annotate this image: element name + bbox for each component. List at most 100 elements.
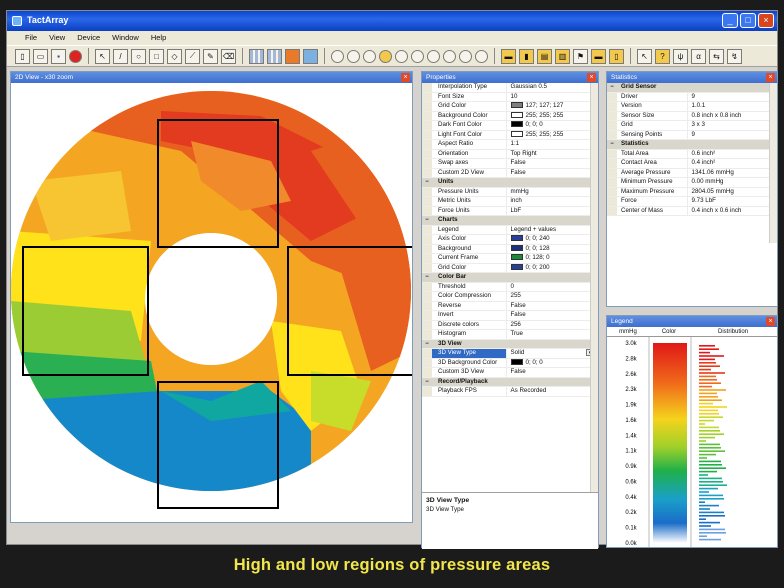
layout-6-icon[interactable]: ▯: [609, 48, 624, 64]
settings-icon[interactable]: ↯: [727, 48, 742, 64]
collapse-icon[interactable]: −: [422, 177, 432, 188]
layout-3-icon[interactable]: ▤: [537, 48, 552, 64]
statistic-value[interactable]: 0.8 inch x 0.8 inch: [687, 111, 777, 121]
property-row[interactable]: Background 0; 0; 128: [422, 244, 598, 254]
statistic-row[interactable]: Version 1.0.1: [607, 101, 777, 112]
property-value[interactable]: 0; 128; 0: [506, 253, 598, 264]
statistic-value[interactable]: 0.00 mmHg: [687, 177, 777, 188]
statistics-grid[interactable]: − Grid Sensor Driver 9 Version 1.0.1 Sensor Si…: [607, 83, 777, 216]
property-row[interactable]: Grid Color 0; 0; 200: [422, 263, 598, 273]
property-row[interactable]: Pressure Units mmHg: [422, 187, 598, 197]
statistic-value[interactable]: 9: [687, 92, 777, 102]
statistic-row[interactable]: Contact Area 0.4 inch²: [607, 158, 777, 169]
statistic-row[interactable]: Total Area 0.6 inch²: [607, 149, 777, 159]
pen-icon[interactable]: /: [113, 48, 128, 64]
interp-8-icon[interactable]: [443, 49, 456, 63]
property-value[interactable]: False: [506, 301, 598, 311]
property-value[interactable]: 0; 0; 200: [506, 263, 598, 273]
statistic-row[interactable]: Driver 9: [607, 92, 777, 102]
property-value[interactable]: False: [506, 367, 598, 378]
collapse-icon[interactable]: −: [422, 272, 432, 283]
property-value[interactable]: Solid▾: [506, 348, 598, 359]
property-value[interactable]: Legend + values: [506, 225, 598, 235]
statistic-row[interactable]: Grid 3 x 3: [607, 120, 777, 131]
statistics-scrollbar[interactable]: [769, 83, 777, 243]
property-row[interactable]: Swap axes False: [422, 158, 598, 169]
statistic-row[interactable]: Average Pressure 1341.06 mmHg: [607, 168, 777, 178]
property-value[interactable]: Gaussian 0.5: [506, 83, 598, 93]
interp-6-icon[interactable]: [411, 49, 424, 63]
property-row[interactable]: Orientation Top Right: [422, 149, 598, 159]
close-icon[interactable]: ×: [401, 73, 410, 82]
property-row[interactable]: Font Size 10: [422, 92, 598, 102]
layout-1-icon[interactable]: ▬: [501, 48, 516, 64]
property-row[interactable]: Current Frame 0; 128; 0: [422, 253, 598, 264]
statistic-category[interactable]: − Grid Sensor: [607, 83, 777, 93]
property-value[interactable]: Top Right: [506, 149, 598, 159]
flag-icon[interactable]: ⚑: [573, 48, 588, 64]
menu-file[interactable]: File: [25, 33, 38, 42]
minimize-icon[interactable]: _: [722, 13, 738, 28]
property-row[interactable]: Aspect Ratio 1:1: [422, 139, 598, 150]
statistic-row[interactable]: Sensor Size 0.8 inch x 0.8 inch: [607, 111, 777, 121]
property-category[interactable]: − Color Bar: [422, 272, 598, 283]
property-value[interactable]: inch: [506, 196, 598, 207]
property-value[interactable]: 1:1: [506, 139, 598, 150]
statistic-value[interactable]: 0.4 inch x 0.6 inch: [687, 206, 777, 216]
help-icon[interactable]: ?: [655, 48, 670, 64]
rectangle-tool-icon[interactable]: □: [149, 48, 164, 64]
property-row[interactable]: Force Units LbF: [422, 206, 598, 216]
property-category[interactable]: − Record/Playback: [422, 377, 598, 387]
statistic-row[interactable]: Minimum Pressure 0.00 mmHg: [607, 177, 777, 188]
swap-icon[interactable]: ⇆: [709, 48, 724, 64]
menu-window[interactable]: Window: [112, 33, 139, 42]
statistic-row[interactable]: Center of Mass 0.4 inch x 0.6 inch: [607, 206, 777, 216]
statistic-value[interactable]: 9: [687, 130, 777, 140]
collapse-icon[interactable]: −: [422, 215, 432, 226]
property-value[interactable]: mmHg: [506, 187, 598, 197]
property-row[interactable]: Light Font Color 255; 255; 255: [422, 130, 598, 140]
property-value[interactable]: 0: [506, 282, 598, 292]
statistic-value[interactable]: 1341.06 mmHg: [687, 168, 777, 178]
record-icon[interactable]: [69, 49, 82, 63]
property-value[interactable]: 10: [506, 92, 598, 102]
property-value[interactable]: False: [506, 310, 598, 321]
image-view-icon[interactable]: [303, 48, 318, 64]
collapse-icon[interactable]: −: [422, 339, 432, 349]
property-row[interactable]: Threshold 0: [422, 282, 598, 292]
interp-1-icon[interactable]: [331, 49, 344, 63]
property-value[interactable]: 0; 0; 240: [506, 234, 598, 245]
interp-7-icon[interactable]: [427, 49, 440, 63]
statistic-row[interactable]: Force 9.73 LbF: [607, 196, 777, 207]
property-row[interactable]: Playback FPS As Recorded: [422, 386, 598, 397]
pointer-icon[interactable]: ↖: [95, 48, 110, 64]
statistic-value[interactable]: 3 x 3: [687, 120, 777, 131]
map-view-icon[interactable]: [285, 48, 300, 64]
property-value[interactable]: LbF: [506, 206, 598, 216]
property-value[interactable]: 127; 127; 127: [506, 101, 598, 112]
pressure-map[interactable]: [11, 83, 412, 522]
property-row[interactable]: Legend Legend + values: [422, 225, 598, 235]
interp-3-icon[interactable]: [363, 49, 376, 63]
property-value[interactable]: 0; 0; 128: [506, 244, 598, 254]
property-row[interactable]: 3D Background Color 0; 0; 0: [422, 358, 598, 368]
close-icon[interactable]: ×: [758, 13, 774, 28]
layout-4-icon[interactable]: ▥: [555, 48, 570, 64]
property-value[interactable]: 0; 0; 0: [506, 358, 598, 368]
statistic-category[interactable]: − Statistics: [607, 139, 777, 150]
property-value[interactable]: 256: [506, 320, 598, 330]
ellipse-tool-icon[interactable]: ○: [131, 48, 146, 64]
interp-10-icon[interactable]: [475, 49, 488, 63]
property-row[interactable]: Reverse False: [422, 301, 598, 311]
property-value[interactable]: 255; 255; 255: [506, 111, 598, 121]
region-box-bottom[interactable]: [157, 381, 279, 509]
property-value[interactable]: 255; 255; 255: [506, 130, 598, 140]
interp-5-icon[interactable]: [395, 49, 408, 63]
menu-device[interactable]: Device: [77, 33, 101, 42]
menu-view[interactable]: View: [49, 33, 66, 42]
property-category[interactable]: − Units: [422, 177, 598, 188]
property-row[interactable]: Axis Color 0; 0; 240: [422, 234, 598, 245]
property-value[interactable]: True: [506, 329, 598, 340]
property-value[interactable]: False: [506, 158, 598, 169]
